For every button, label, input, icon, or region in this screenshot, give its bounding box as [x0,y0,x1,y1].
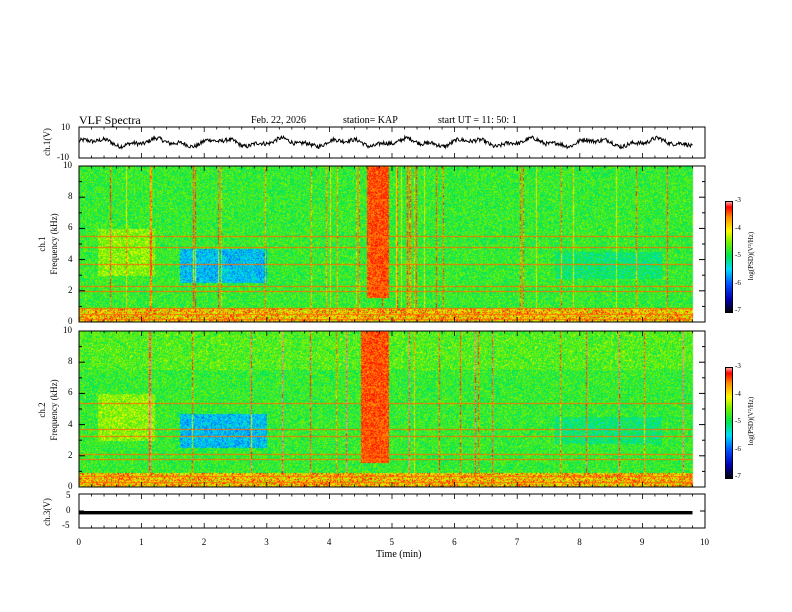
ch1-frequency-axis-label: ch.1 Frequency (kHz) [30,198,70,298]
time-tick-label: 8 [577,537,582,547]
time-tick-label: 5 [389,537,395,547]
time-tick-label: 7 [514,537,520,547]
ch2-frequency-label: Frequency (kHz) [49,379,59,441]
colorbar-tick-label: -4 [735,223,741,232]
colorbar-tick-label: -7 [735,306,741,314]
ch2-colorbar-label: log(PSD)(V²/Hz) [747,396,755,446]
ch1-colorbar [725,201,733,313]
time-tick-label: 4 [326,537,332,547]
ch3-voltage-axis-label: ch.3(V) [42,498,52,526]
ch2-channel-label: ch.2 [37,402,47,418]
time-tick-label: 0 [76,537,82,547]
ch1-colorbar-label: log(PSD)(V²/Hz) [747,231,755,281]
colorbar-tick-label: -7 [735,472,741,480]
ch1-waveform-line [78,134,693,150]
colorbar-tick-label: -5 [735,417,741,425]
ch3-ytick-bottom: -5 [62,520,70,530]
frequency-tick-label: 4 [68,418,73,429]
start-time-label: start UT = 11: 50: 1 [438,115,517,126]
frequency-tick-label: 6 [68,387,73,398]
colorbar-tick-label: -3 [735,196,741,204]
frequency-tick-label: 6 [68,222,73,233]
frequency-tick-label: 10 [63,325,72,335]
ch1-ytick-top: 10 [61,122,70,132]
ch3-signal-plot [78,493,706,529]
frequency-tick-label: 0 [68,316,73,326]
station-label: station= KAP [343,115,398,126]
chart-title: VLF Spectra [79,113,141,127]
time-tick-label: 3 [264,537,269,547]
panel-frame [78,165,706,323]
ch1-spectrogram-panel [78,165,706,323]
panel-frame [78,330,706,488]
ch2-spectrogram-image [79,331,705,487]
colorbar-tick-label: -5 [735,251,741,259]
ch1-colorbar-gradient [725,201,733,313]
frequency-tick-label: 0 [68,481,73,491]
ch3-ytick-middle: 0 [66,505,71,515]
ch1-voltage-axis-label: ch.1(V) [42,128,52,156]
ch2-colorbar-gradient [725,367,733,479]
ch1-frequency-label: Frequency (kHz) [49,213,59,275]
frequency-tick-label: 10 [63,160,72,170]
ch3-signal-panel [78,493,706,529]
ch1-waveform-panel [78,126,706,159]
colorbar-tick-label: -6 [735,278,741,287]
time-tick-label: 9 [639,537,645,547]
ch1-ytick-bottom: -10 [57,152,69,162]
frequency-tick-label: 2 [68,449,73,460]
ch1-waveform-plot [78,126,706,159]
frequency-tick-label: 8 [68,356,73,367]
ch1-channel-label: ch.1 [37,236,47,252]
frequency-tick-label: 2 [68,284,73,295]
time-tick-label: 10 [700,537,709,547]
ch3-ytick-top: 5 [66,490,71,500]
ch2-spectrogram-axes [78,330,706,488]
frequency-tick-label: 4 [68,253,73,264]
ch3-signal-band [79,511,693,515]
time-tick-label: 2 [201,537,207,547]
colorbar-tick-label: -3 [735,362,741,370]
x-axis-label: Time (min) [376,549,422,560]
ch2-spectrogram-panel [78,330,706,488]
time-tick-label: 6 [452,537,457,547]
ch2-colorbar [725,367,733,479]
time-tick-label: 1 [139,537,144,547]
ch1-spectrogram-image [79,166,705,322]
ch1-spectrogram-axes [78,165,706,323]
frequency-tick-label: 8 [68,191,73,202]
ch2-frequency-axis-label: ch.2 Frequency (kHz) [30,360,70,460]
date-label: Feb. 22, 2026 [251,115,306,126]
colorbar-tick-label: -4 [735,389,741,398]
colorbar-tick-label: -6 [735,444,741,453]
